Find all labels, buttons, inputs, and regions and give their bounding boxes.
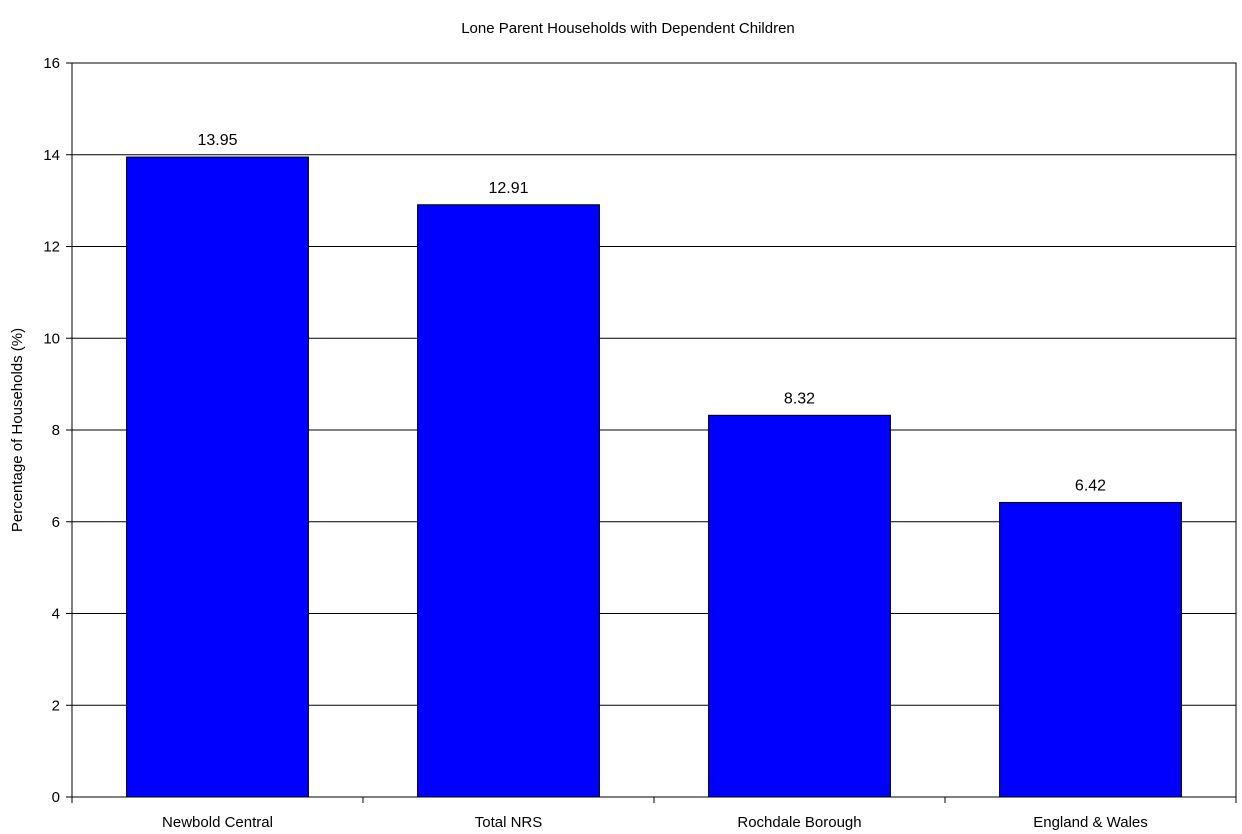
chart-title: Lone Parent Households with Dependent Ch… xyxy=(461,20,795,37)
x-tick-label: Total NRS xyxy=(475,814,543,831)
y-tick-label: 14 xyxy=(43,147,60,164)
y-axis-label: Percentage of Households (%) xyxy=(9,328,26,532)
data-label: 13.95 xyxy=(197,132,237,149)
y-tick-label: 10 xyxy=(43,330,60,347)
y-tick-label: 12 xyxy=(43,239,60,256)
bar xyxy=(708,414,891,798)
y-tick-label: 0 xyxy=(52,789,60,806)
y-tick-label: 16 xyxy=(43,55,60,72)
y-tick-label: 4 xyxy=(52,606,60,623)
bar xyxy=(999,501,1182,798)
x-tick-label: Newbold Central xyxy=(162,814,273,831)
y-ticks: 0 2 4 6 8 10 12 14 16 xyxy=(43,55,72,806)
data-label: 12.91 xyxy=(488,180,528,197)
bars xyxy=(126,156,1182,798)
data-labels: 13.95 12.91 8.32 6.42 xyxy=(197,132,1106,494)
x-tick-label: England & Wales xyxy=(1033,814,1148,831)
bar xyxy=(417,204,600,798)
y-tick-label: 2 xyxy=(52,697,60,714)
bar xyxy=(126,156,309,798)
x-tick-label: Rochdale Borough xyxy=(737,814,861,831)
data-label: 8.32 xyxy=(784,390,815,407)
x-ticks: Newbold Central Total NRS Rochdale Borough… xyxy=(71,797,1237,831)
data-label: 6.42 xyxy=(1075,477,1106,494)
y-tick-label: 8 xyxy=(52,422,60,439)
y-tick-label: 6 xyxy=(52,514,60,531)
